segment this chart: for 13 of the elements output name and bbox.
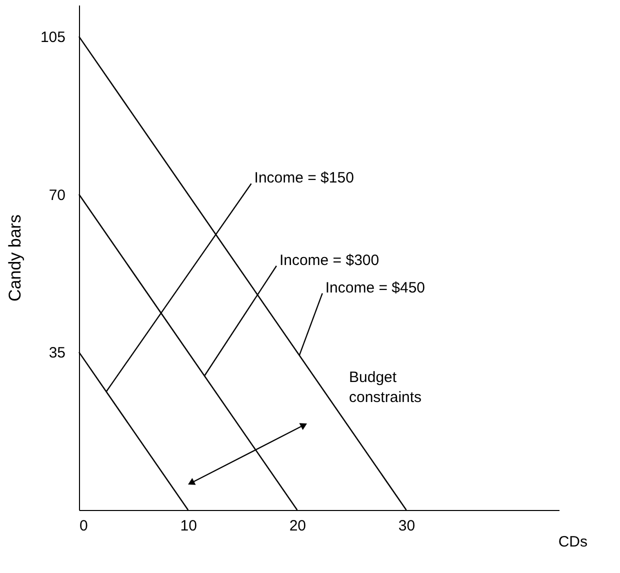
annotation: Income = $150 (254, 170, 354, 187)
x-tick-label: 30 (398, 518, 416, 534)
annotation: Budget constraints (349, 369, 422, 406)
y-tick-label: 105 (40, 29, 66, 46)
y-tick-label: 35 (48, 344, 66, 362)
x-tick-label: 0 (80, 518, 88, 534)
annotation: Income = $300 (279, 252, 380, 269)
x-axis-title: CDs (558, 534, 588, 550)
y-axis-title: Candy bars (5, 214, 24, 302)
x-tick-label: 10 (180, 518, 197, 534)
y-tick-label: 70 (48, 186, 66, 204)
x-tick-label: 20 (289, 518, 306, 534)
annotation: Income = $450 (325, 279, 426, 296)
